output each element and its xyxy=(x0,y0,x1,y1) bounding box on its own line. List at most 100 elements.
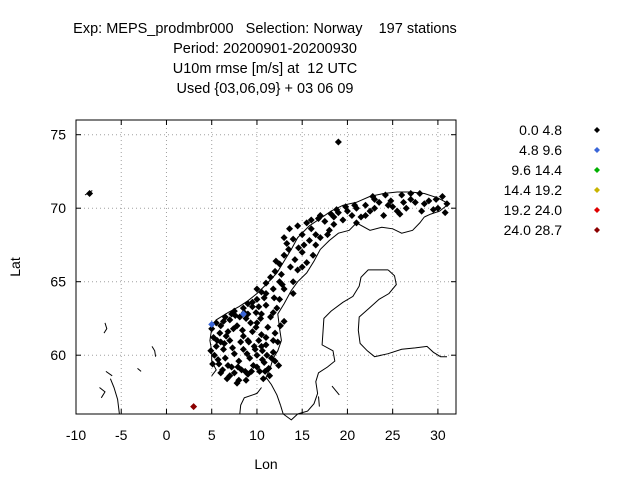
station-point xyxy=(209,360,217,368)
station-point xyxy=(256,367,264,375)
station-point xyxy=(210,351,218,359)
legend-entry-label: 9.6 14.4 xyxy=(511,162,562,178)
station-point xyxy=(249,361,257,369)
station-point xyxy=(418,207,426,215)
station-point xyxy=(389,203,397,211)
station-point xyxy=(400,198,408,206)
x-tick-label: 10 xyxy=(249,427,265,443)
station-point xyxy=(407,195,415,203)
station-point xyxy=(298,231,306,239)
station-point xyxy=(231,312,239,320)
station-point xyxy=(321,217,329,225)
title-period-line: Period: 20200901-20200930 xyxy=(173,41,357,57)
station-point xyxy=(402,204,410,212)
coastline xyxy=(357,269,447,358)
station-point xyxy=(233,379,241,387)
station-point xyxy=(248,328,256,336)
station-point xyxy=(255,337,263,344)
station-point xyxy=(257,342,265,350)
station-point xyxy=(238,326,246,334)
station-point xyxy=(222,332,230,340)
station-point xyxy=(224,361,232,369)
station-point xyxy=(334,138,342,146)
legend-entry-label: 0.0 4.8 xyxy=(519,122,562,138)
station-point xyxy=(269,337,277,344)
x-tick-label: 5 xyxy=(208,427,216,443)
station-point xyxy=(258,347,266,355)
y-tick-label: 60 xyxy=(50,347,66,363)
station-point xyxy=(251,345,259,353)
coastline xyxy=(151,346,157,357)
station-point xyxy=(348,212,356,220)
station-point xyxy=(261,367,269,375)
station-point xyxy=(247,319,255,327)
station-point xyxy=(280,317,288,325)
station-point xyxy=(255,303,263,311)
station-point xyxy=(380,212,388,220)
axis-ticks: -10 -5 0 5 10 15 20 25 30 60 65 70 75 xyxy=(50,120,456,443)
station-point xyxy=(223,375,231,383)
station-point xyxy=(312,241,320,249)
station-point xyxy=(239,304,247,312)
station-point xyxy=(230,369,238,377)
station-point xyxy=(237,338,245,346)
station-point xyxy=(214,356,222,364)
station-point xyxy=(420,200,428,208)
station-point xyxy=(208,320,216,328)
station-point xyxy=(443,200,451,208)
plot-frame xyxy=(75,119,457,415)
legend-marker xyxy=(594,127,600,133)
station-point xyxy=(220,339,228,347)
station-point xyxy=(381,191,389,199)
station-point xyxy=(285,245,293,253)
y-axis-title: Lat xyxy=(7,257,23,277)
station-point xyxy=(278,281,286,289)
y-tick-label: 70 xyxy=(50,200,66,216)
legend-marker xyxy=(594,167,600,173)
station-point xyxy=(239,332,247,340)
legend-marker xyxy=(594,227,600,233)
station-point xyxy=(298,263,306,271)
station-point xyxy=(286,225,294,233)
x-tick-label: 20 xyxy=(340,427,356,443)
station-point xyxy=(230,350,238,358)
station-point xyxy=(217,369,225,377)
station-point xyxy=(283,239,291,247)
station-point xyxy=(216,329,224,337)
station-point xyxy=(314,214,322,222)
station-point xyxy=(190,403,198,411)
station-point xyxy=(217,322,225,330)
station-point xyxy=(245,338,253,346)
station-point xyxy=(252,323,260,331)
y-tick-label: 75 xyxy=(50,127,66,143)
station-point xyxy=(267,313,275,321)
legend-entry-label: 24.0 28.7 xyxy=(504,222,563,238)
x-tick-label: -10 xyxy=(66,427,86,443)
station-point xyxy=(396,210,404,218)
station-point xyxy=(219,317,227,325)
station-point xyxy=(362,212,370,220)
station-point xyxy=(262,301,270,309)
x-axis-title: Lon xyxy=(254,456,277,472)
station-point xyxy=(324,231,332,239)
station-point xyxy=(271,329,279,337)
station-point xyxy=(219,345,227,353)
station-point xyxy=(253,363,261,371)
station-point xyxy=(248,367,256,375)
x-tick-label: 15 xyxy=(294,427,310,443)
station-point xyxy=(303,219,311,227)
station-point xyxy=(235,357,243,365)
station-point xyxy=(407,190,415,197)
x-tick-label: 30 xyxy=(430,427,446,443)
coastline xyxy=(280,269,389,421)
station-point xyxy=(262,279,270,287)
station-point xyxy=(298,248,306,256)
station-point xyxy=(269,348,277,356)
legend-marker xyxy=(594,187,600,193)
coastline xyxy=(105,370,113,377)
station-point xyxy=(243,350,251,358)
station-point xyxy=(333,206,341,214)
station-point xyxy=(246,354,254,362)
station-point xyxy=(208,325,216,333)
